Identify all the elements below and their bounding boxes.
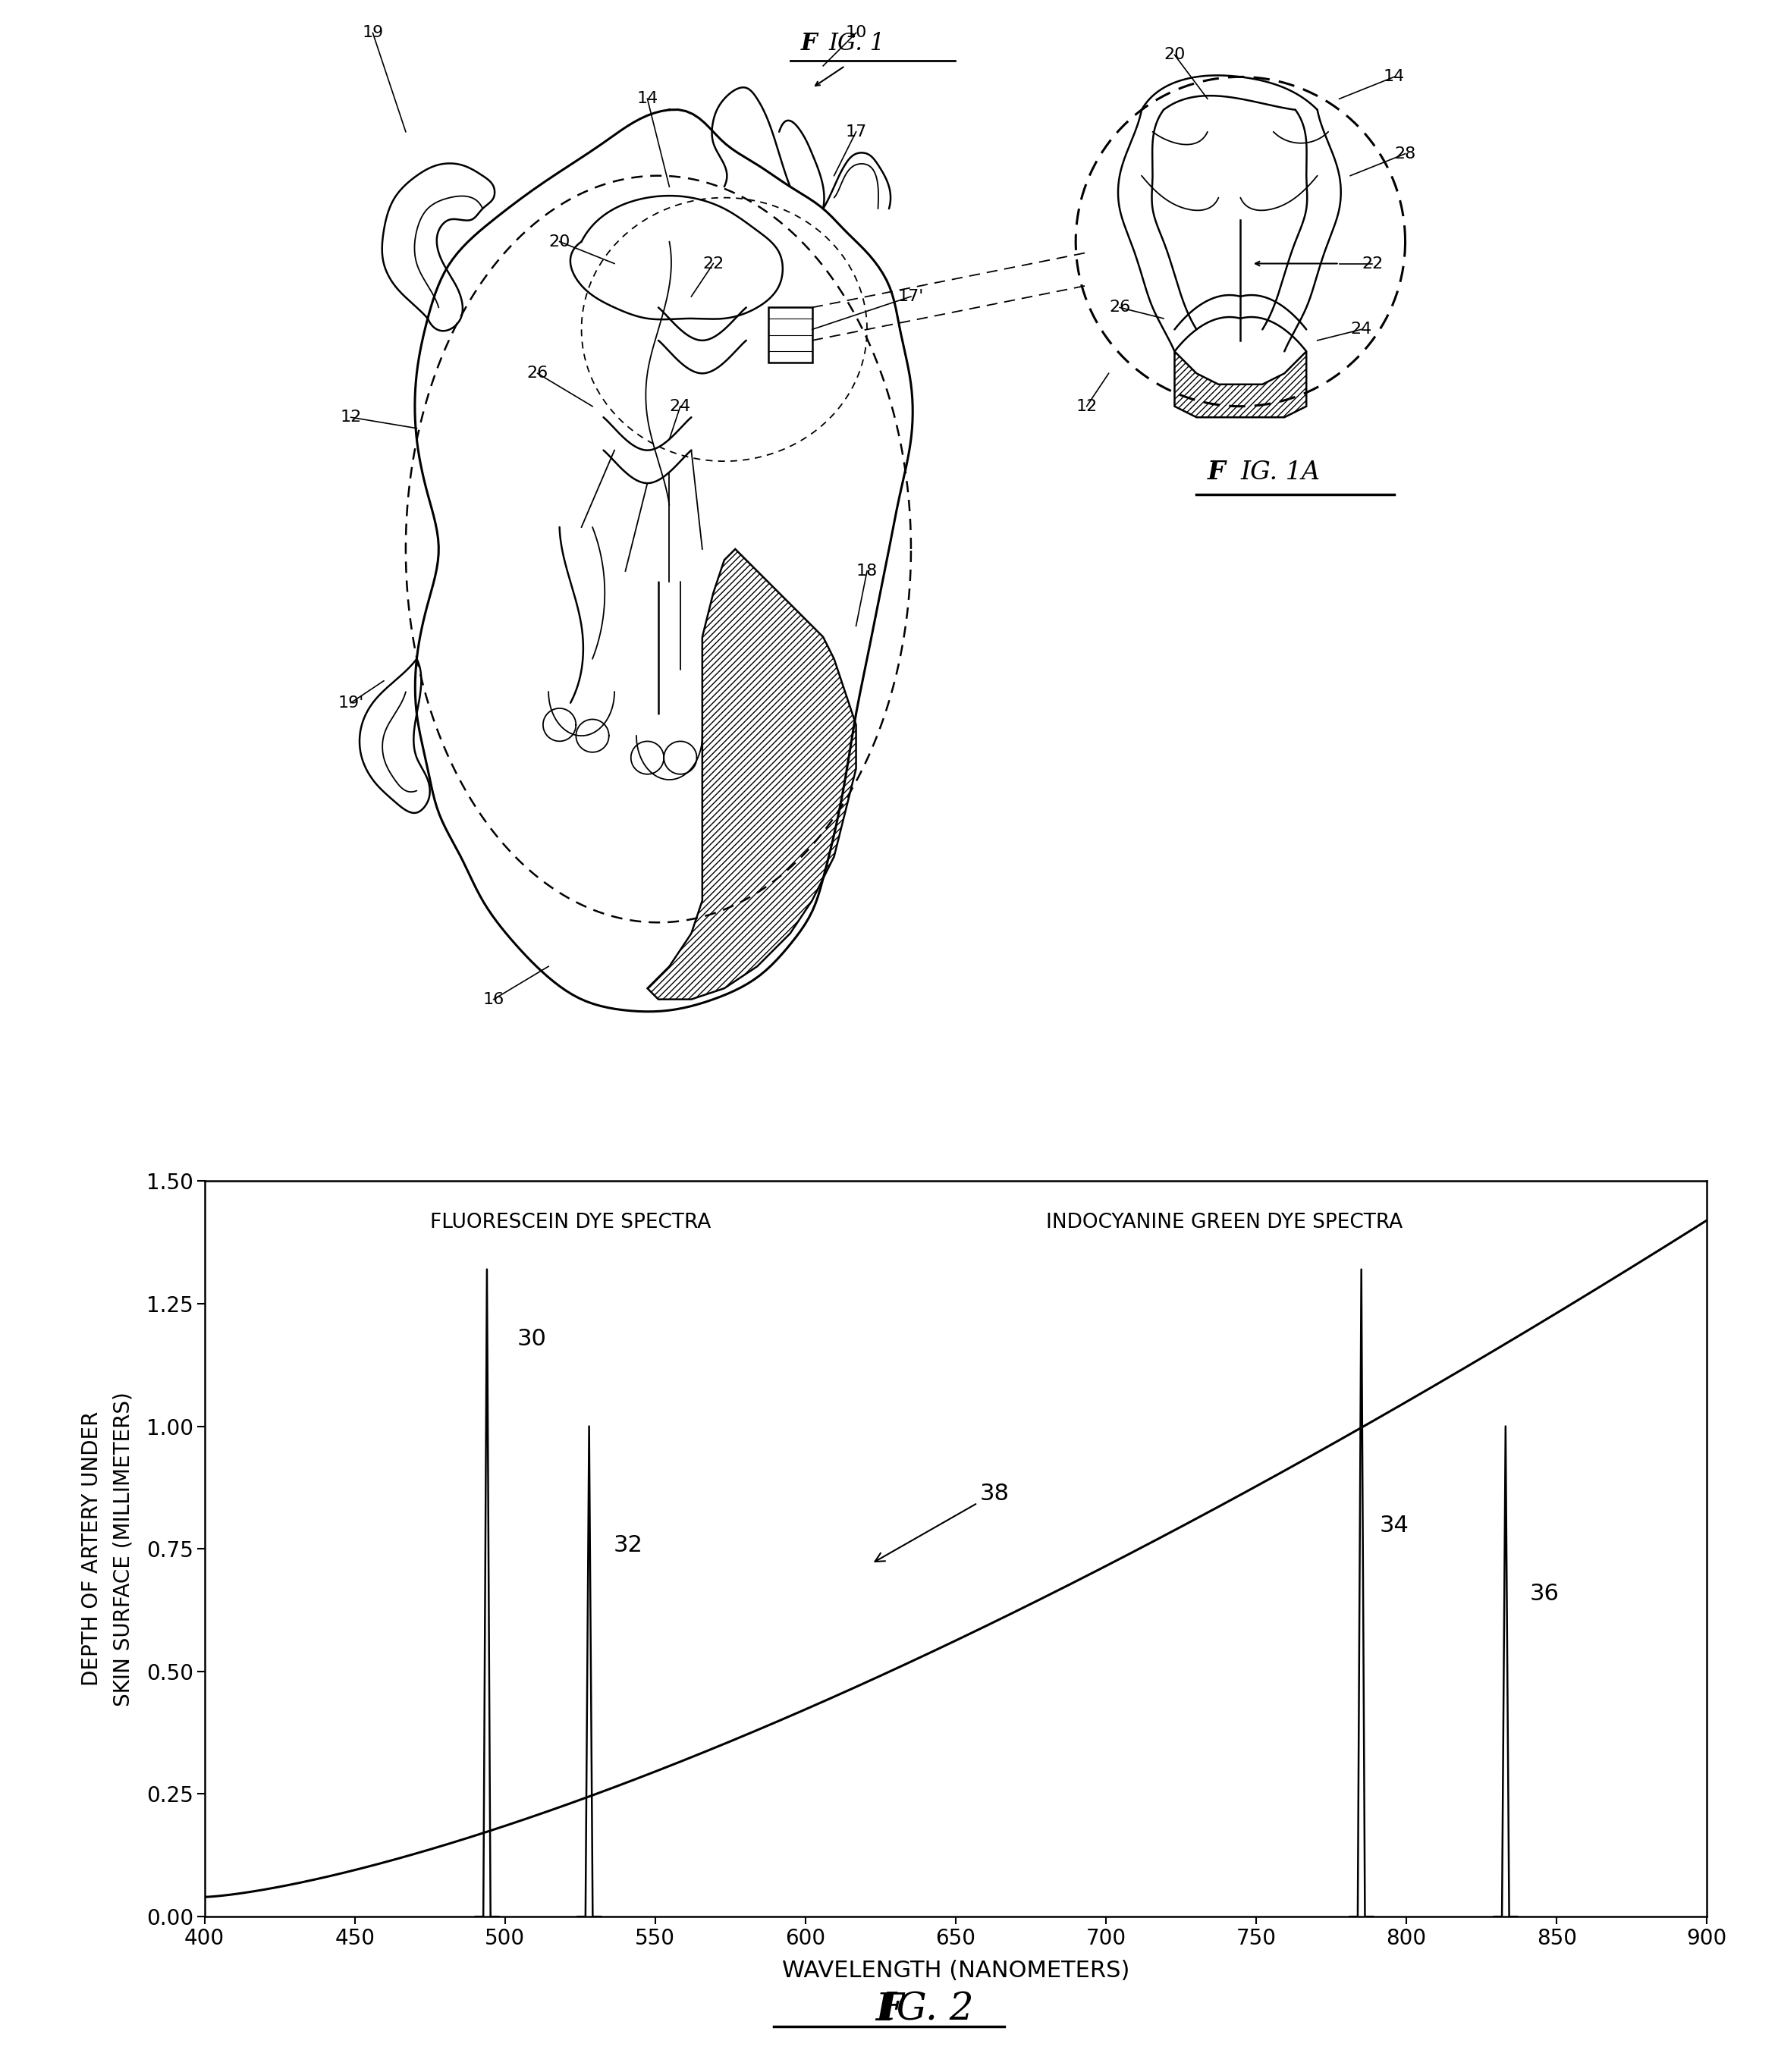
Text: 20: 20 <box>549 234 571 249</box>
Text: 14: 14 <box>1383 68 1405 85</box>
Text: 24: 24 <box>1351 321 1373 338</box>
Text: 36: 36 <box>1529 1583 1559 1606</box>
Text: 19: 19 <box>363 25 384 41</box>
Text: INDOCYANINE GREEN DYE SPECTRA: INDOCYANINE GREEN DYE SPECTRA <box>1045 1212 1403 1233</box>
Text: 17': 17' <box>898 288 925 305</box>
Text: 26: 26 <box>526 367 548 381</box>
Text: 22: 22 <box>702 257 724 271</box>
Text: 17: 17 <box>845 124 866 139</box>
Text: 20: 20 <box>1165 48 1186 62</box>
Text: F: F <box>875 1991 903 2028</box>
Text: IG. 2: IG. 2 <box>882 1991 974 2028</box>
Text: 32: 32 <box>613 1533 642 1556</box>
Text: 38: 38 <box>875 1481 1010 1562</box>
Text: 26: 26 <box>1109 300 1131 315</box>
Text: 16: 16 <box>484 992 505 1007</box>
Text: F: F <box>1207 460 1225 485</box>
Text: 28: 28 <box>1394 147 1415 162</box>
Text: 22: 22 <box>1362 257 1383 271</box>
FancyBboxPatch shape <box>768 307 813 363</box>
Text: 12: 12 <box>340 410 361 425</box>
Text: 18: 18 <box>857 564 878 578</box>
X-axis label: WAVELENGTH (NANOMETERS): WAVELENGTH (NANOMETERS) <box>782 1960 1129 1981</box>
Text: F: F <box>802 33 818 56</box>
Text: 34: 34 <box>1380 1515 1408 1537</box>
Text: 30: 30 <box>517 1328 546 1351</box>
Text: 10: 10 <box>845 25 868 41</box>
Text: 14: 14 <box>637 91 658 106</box>
Polygon shape <box>1175 352 1307 416</box>
Polygon shape <box>647 549 855 999</box>
Text: FLUORESCEIN DYE SPECTRA: FLUORESCEIN DYE SPECTRA <box>430 1212 711 1233</box>
Text: IG. 1A: IG. 1A <box>1241 460 1321 485</box>
Y-axis label: DEPTH OF ARTERY UNDER
SKIN SURFACE (MILLIMETERS): DEPTH OF ARTERY UNDER SKIN SURFACE (MILL… <box>82 1392 133 1705</box>
Text: 24: 24 <box>670 398 692 414</box>
Text: IG. 1: IG. 1 <box>829 33 885 56</box>
Text: 19': 19' <box>338 696 364 711</box>
Text: 12: 12 <box>1076 398 1097 414</box>
